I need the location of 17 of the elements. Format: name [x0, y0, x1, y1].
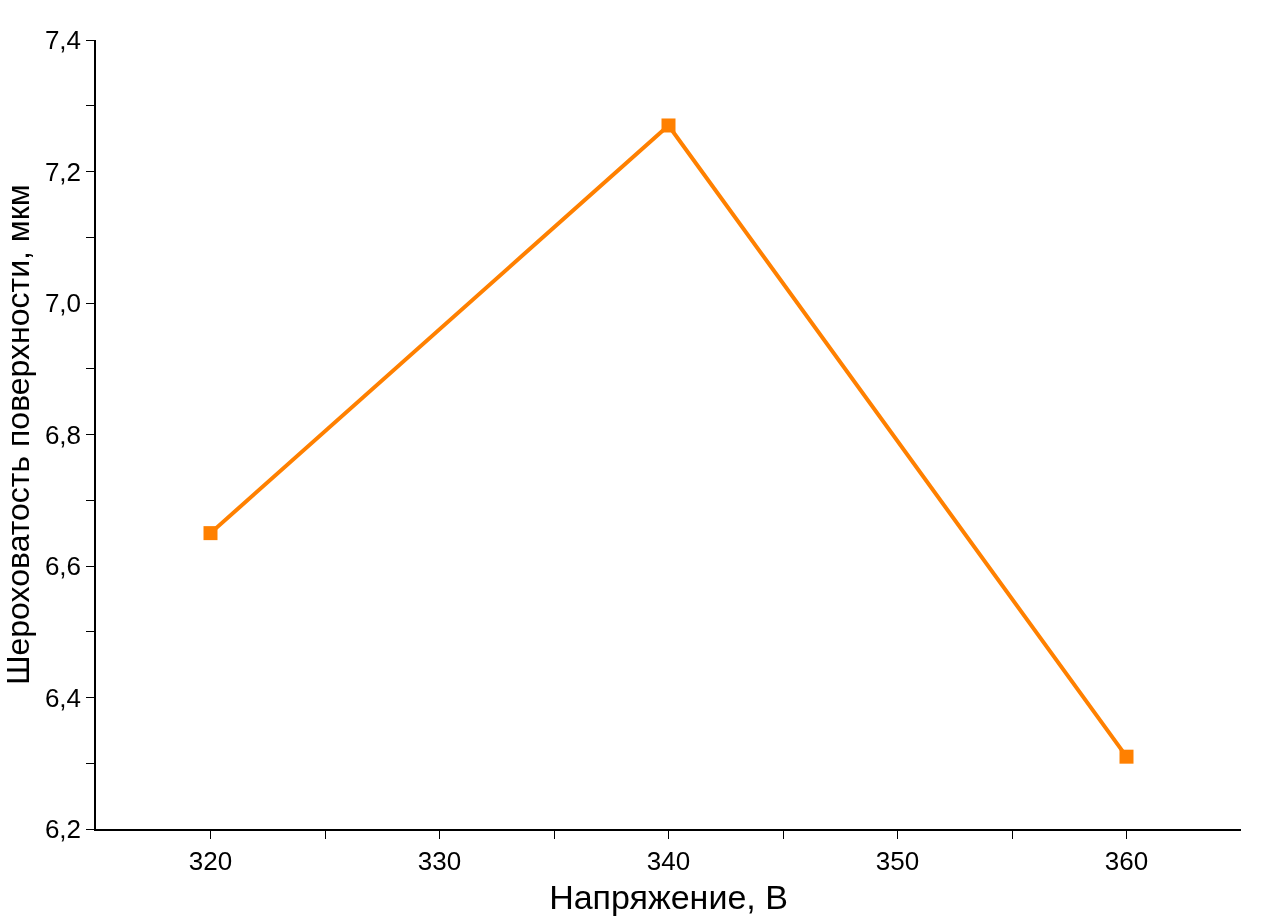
x-tick-label: 320 [188, 845, 233, 876]
y-tick-label: 6,2 [44, 814, 82, 845]
x-tick-label: 350 [875, 845, 920, 876]
y-axis-title: Шероховатость поверхности, мкм [0, 184, 36, 685]
y-tick-label: 7,0 [44, 288, 82, 319]
point [1119, 749, 1134, 764]
x-tick-label: 360 [1104, 845, 1149, 876]
y-tick-label: 7,4 [44, 25, 82, 56]
y-tick-label: 6,6 [44, 551, 82, 582]
y-tick-label: 7,2 [44, 156, 82, 187]
x-tick-label: 340 [646, 845, 691, 876]
point [661, 118, 676, 133]
point [203, 526, 218, 541]
x-axis-title: Напряжение, В [549, 877, 788, 916]
x-tick-label: 330 [417, 845, 462, 876]
y-tick-label: 6,8 [44, 419, 82, 450]
y-tick-label: 6,4 [44, 682, 82, 713]
